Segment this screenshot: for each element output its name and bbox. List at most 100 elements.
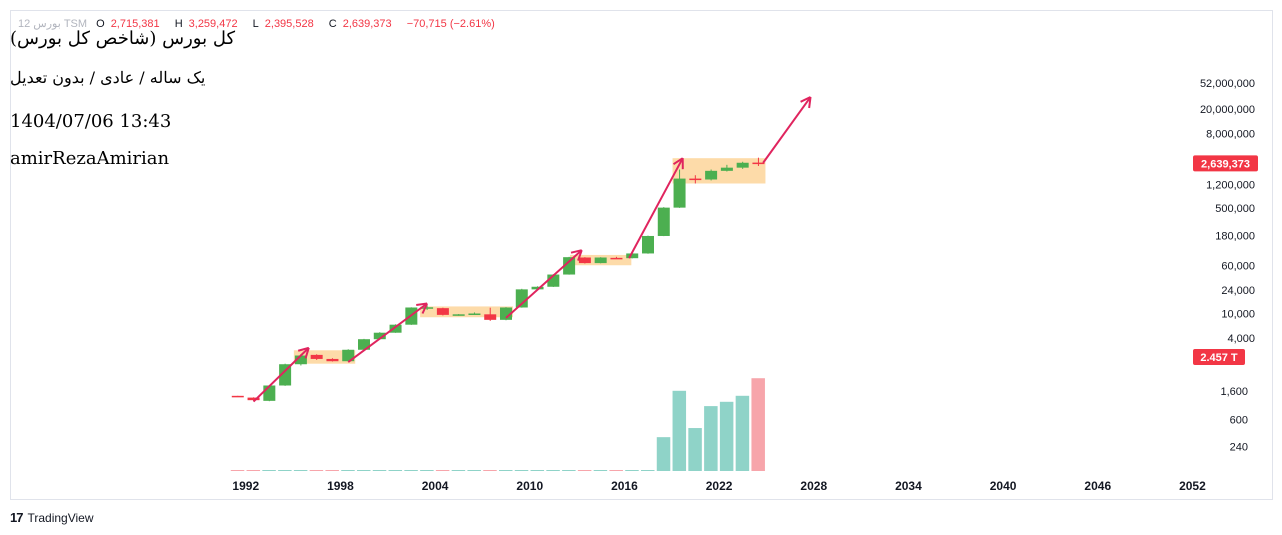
price-tick-label: 4,000 <box>1227 333 1255 345</box>
high-label: H 3,259,472 <box>174 18 238 30</box>
volume-tick-label: 600 <box>1230 415 1248 427</box>
chart-subtitle: یک ساله / عادی / بدون تعدیل <box>10 68 206 87</box>
candle-1995 <box>279 364 292 386</box>
volume-bar-2006 <box>451 470 466 471</box>
time-tick-label: 1998 <box>327 479 354 493</box>
chart-frame <box>10 10 1273 500</box>
close-value: 2,639,373 <box>342 18 392 30</box>
price-tick-label: 24,000 <box>1221 285 1255 297</box>
candle-2015 <box>594 257 607 264</box>
change-value: −70,715 (−2.61%) <box>406 18 495 30</box>
volume-bar-2014 <box>577 470 592 471</box>
candle-2014 <box>578 257 591 264</box>
volume-bar-2019 <box>656 437 671 471</box>
time-axis: 1992 1998 2004 2010 2016 2022 2028 2034 2040 2046… <box>232 479 1206 493</box>
trend-arrows <box>252 96 812 403</box>
last-price-label: 2,639,373 <box>1201 158 1250 170</box>
volume-bar-2024 <box>735 395 750 471</box>
time-tick-label: 2010 <box>516 479 543 493</box>
time-tick-label: 1992 <box>232 479 259 493</box>
candle-2010 <box>515 289 528 308</box>
trend-arrow-head-1-1 <box>297 346 310 352</box>
trend-arrow-5 <box>762 96 812 164</box>
consolidation-box-2 <box>420 306 513 318</box>
trend-arrow-4 <box>628 157 684 259</box>
candle-2024 <box>736 162 749 168</box>
volume-bar-2000 <box>357 470 371 471</box>
candle-1994 <box>263 385 276 401</box>
last-volume-label: 2.457 T <box>1200 352 1238 364</box>
trend-arrow-head-3-2 <box>577 249 583 261</box>
time-tick-label: 2040 <box>990 479 1017 493</box>
volume-bars <box>230 378 765 471</box>
volume-bar-2025 <box>751 378 765 471</box>
volume-bar-2008 <box>483 470 497 471</box>
datetime-label: 1404/07/06 13:43 <box>10 111 172 132</box>
volume-bar-1993 <box>246 470 261 471</box>
volume-bar-2020 <box>672 390 687 471</box>
volume-bar-2017 <box>625 470 639 471</box>
candle-2007 <box>468 313 481 315</box>
volume-bar-2023 <box>719 401 734 471</box>
candle-1993 <box>247 397 260 401</box>
price-tick-label: 52,000,000 <box>1200 78 1255 90</box>
trend-arrow-1 <box>252 347 310 403</box>
price-tick-label: 180,000 <box>1215 231 1255 243</box>
candle-1996 <box>294 355 307 365</box>
consolidation-box-1 <box>293 350 356 364</box>
candle-2020 <box>673 178 686 208</box>
candle-1992 <box>231 395 244 398</box>
candle-2022 <box>705 170 718 180</box>
candle-2009 <box>500 307 512 320</box>
time-tick-label: 2022 <box>706 479 733 493</box>
volume-bar-2015 <box>593 470 608 471</box>
consolidation-boxes <box>293 158 766 364</box>
ohlc-legend: 12 بورس TSM O 2,715,381 H 3,259,472 L 2,395… <box>18 17 501 30</box>
candle-2000 <box>358 339 370 350</box>
tradingview-logo-icon: 17 <box>10 510 24 525</box>
price-tick-label: 500,000 <box>1215 203 1255 215</box>
candles <box>231 157 765 402</box>
candle-2013 <box>563 257 576 275</box>
candle-2006 <box>452 314 465 316</box>
candle-2019 <box>657 207 670 236</box>
price-tick-label: 10,000 <box>1221 309 1255 321</box>
price-tick-label: 1,200,000 <box>1206 180 1255 192</box>
time-tick-label: 2004 <box>422 479 449 493</box>
candle-2011 <box>531 286 544 290</box>
candle-1997 <box>310 354 323 359</box>
candle-2001 <box>373 332 386 340</box>
volume-bar-2018 <box>641 470 655 471</box>
high-value: 3,259,472 <box>188 18 238 30</box>
price-tick-label: 8,000,000 <box>1206 129 1255 141</box>
last-value-labels: 2,639,373 2.457 T <box>1193 155 1258 365</box>
consolidation-box-4 <box>672 158 766 184</box>
trend-arrow-head-5-2 <box>808 96 812 109</box>
volume-tick-label: 1,600 <box>1220 386 1248 398</box>
trend-arrow-head-5-1 <box>800 96 811 103</box>
volume-bar-1992 <box>230 470 245 471</box>
volume-tick-label: 240 <box>1230 442 1248 454</box>
time-tick-label: 2028 <box>800 479 827 493</box>
candle-2023 <box>720 167 733 171</box>
volume-bar-2001 <box>372 470 387 471</box>
volume-bar-2007 <box>467 470 481 471</box>
close-label: C 2,639,373 <box>328 18 392 30</box>
time-tick-label: 2046 <box>1084 479 1111 493</box>
trend-arrow-head-2-2 <box>421 303 429 314</box>
volume-bar-2009 <box>499 470 513 471</box>
tradingview-brand[interactable]: 17 TradingView <box>10 510 94 525</box>
candle-2008 <box>484 314 497 320</box>
candle-2002 <box>389 324 402 333</box>
volume-bar-2013 <box>562 470 576 471</box>
symbol-label: 12 بورس TSM <box>18 18 88 30</box>
candle-1998 <box>326 358 339 362</box>
volume-bar-2022 <box>704 406 718 471</box>
open-value: 2,715,381 <box>110 18 160 30</box>
candle-2018 <box>642 235 654 254</box>
trend-arrow-3 <box>505 249 583 319</box>
last-price-badge <box>1193 155 1258 172</box>
candle-2025 <box>752 162 765 165</box>
trend-arrow-head-1-2 <box>304 347 310 359</box>
